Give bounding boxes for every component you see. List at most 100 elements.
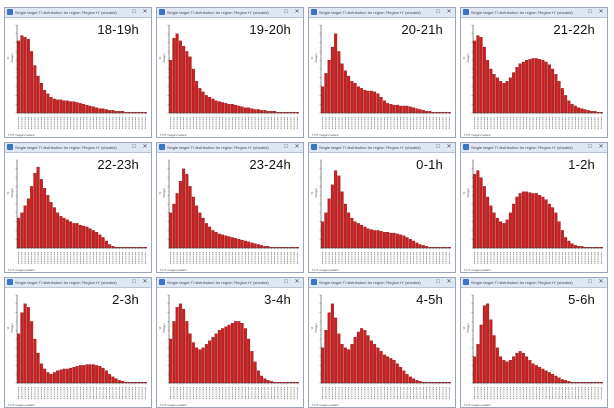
chart-window[interactable]: Single target TI distribution for region… <box>4 142 152 273</box>
histogram-bar <box>408 106 412 114</box>
x-axis-caption: TI-TI images pattern <box>312 133 340 137</box>
histogram-bar <box>88 105 92 114</box>
close-icon[interactable]: ✕ <box>142 9 148 15</box>
window-titlebar[interactable]: Single target TI distribution for region… <box>309 278 455 288</box>
histogram-bar <box>30 51 34 114</box>
histogram-bar <box>36 352 40 384</box>
window-titlebar[interactable]: Single target TI distribution for region… <box>309 8 455 18</box>
histogram-bar <box>224 326 228 384</box>
maximize-icon[interactable]: □ <box>436 9 440 15</box>
chart-window[interactable]: Single target TI distribution for region… <box>308 7 456 138</box>
histogram-bar <box>473 173 477 249</box>
histogram-bar <box>82 104 86 114</box>
histogram-bar <box>198 349 202 384</box>
histogram-bar <box>237 105 241 114</box>
chart-window[interactable]: Single target TI distribution for region… <box>308 142 456 273</box>
plot-axes <box>320 295 451 384</box>
chart-title: 19-20h <box>249 22 291 37</box>
close-icon[interactable]: ✕ <box>598 279 604 285</box>
window-titlebar[interactable]: Single target TI distribution for region… <box>157 143 303 153</box>
close-icon[interactable]: ✕ <box>598 144 604 150</box>
maximize-icon[interactable]: □ <box>436 279 440 285</box>
histogram-bar <box>172 321 176 384</box>
close-icon[interactable]: ✕ <box>446 144 452 150</box>
histogram-bar <box>65 368 69 384</box>
histogram-bar <box>72 101 76 114</box>
histogram-bar <box>201 347 205 384</box>
histogram-bar <box>376 93 380 114</box>
histogram-bar <box>88 228 92 249</box>
window-titlebar[interactable]: Single target TI distribution for region… <box>461 8 607 18</box>
histogram-bar <box>479 37 483 114</box>
histogram-bar <box>88 364 92 384</box>
maximize-icon[interactable]: □ <box>284 144 288 150</box>
histogram-bar <box>17 333 21 384</box>
maximize-icon[interactable]: □ <box>588 9 592 15</box>
maximize-icon[interactable]: □ <box>588 144 592 150</box>
histogram-bar <box>512 203 516 249</box>
histogram-bar <box>551 68 555 114</box>
histogram-bar <box>247 107 251 114</box>
chart-window[interactable]: Single target TI distribution for region… <box>156 142 304 273</box>
maximize-icon[interactable]: □ <box>132 279 136 285</box>
histogram-bar <box>538 195 542 249</box>
histogram-bar <box>185 321 189 384</box>
histogram-bar <box>573 105 577 114</box>
window-icon <box>463 144 469 150</box>
close-icon[interactable]: ✕ <box>294 279 300 285</box>
chart-window[interactable]: Single target TI distribution for region… <box>460 142 608 273</box>
chart-window[interactable]: Single target TI distribution for region… <box>308 277 456 408</box>
maximize-icon[interactable]: □ <box>436 144 440 150</box>
chart-window[interactable]: Single target TI distribution for region… <box>156 7 304 138</box>
close-icon[interactable]: ✕ <box>294 144 300 150</box>
histogram-bar <box>72 367 76 384</box>
histogram-bar <box>250 351 254 384</box>
window-title: Single target TI distribution for region… <box>319 145 421 150</box>
maximize-icon[interactable]: □ <box>588 279 592 285</box>
histogram-bar <box>191 342 195 384</box>
chart-window[interactable]: Single target TI distribution for region… <box>460 277 608 408</box>
window-titlebar[interactable]: Single target TI distribution for region… <box>5 143 151 153</box>
chart-window[interactable]: Single target TI distribution for region… <box>156 277 304 408</box>
maximize-icon[interactable]: □ <box>132 144 136 150</box>
close-icon[interactable]: ✕ <box>598 9 604 15</box>
chart-title: 22-23h <box>97 157 139 172</box>
maximize-icon[interactable]: □ <box>284 9 288 15</box>
histogram-bar <box>476 35 480 114</box>
histogram-bar <box>178 40 182 114</box>
chart-window[interactable]: Single target TI distribution for region… <box>4 7 152 138</box>
window-titlebar[interactable]: Single target TI distribution for region… <box>5 278 151 288</box>
window-titlebar[interactable]: Single target TI distribution for region… <box>309 143 455 153</box>
histogram-bar <box>557 81 561 114</box>
window-titlebar[interactable]: Single target TI distribution for region… <box>461 143 607 153</box>
histogram-bar <box>573 245 577 249</box>
histogram-bar <box>373 344 377 384</box>
close-icon[interactable]: ✕ <box>142 279 148 285</box>
histogram-bar <box>178 303 182 384</box>
histogram-bar <box>392 359 396 384</box>
histogram-bar <box>69 367 73 384</box>
histogram-bar <box>23 37 27 114</box>
histogram-bar <box>405 237 409 249</box>
histogram-bar <box>366 228 370 249</box>
chart-window[interactable]: Single target TI distribution for region… <box>4 277 152 408</box>
maximize-icon[interactable]: □ <box>132 9 136 15</box>
maximize-icon[interactable]: □ <box>284 279 288 285</box>
close-icon[interactable]: ✕ <box>294 9 300 15</box>
histogram-bar <box>253 243 257 249</box>
histogram-bar <box>386 103 390 114</box>
close-icon[interactable]: ✕ <box>142 144 148 150</box>
window-titlebar[interactable]: Single target TI distribution for region… <box>5 8 151 18</box>
window-titlebar[interactable]: Single target TI distribution for region… <box>157 8 303 18</box>
window-titlebar[interactable]: Single target TI distribution for region… <box>461 278 607 288</box>
histogram-bar <box>104 240 108 249</box>
histogram-bar <box>379 97 383 114</box>
histogram-bar <box>412 240 416 249</box>
close-icon[interactable]: ✕ <box>446 9 452 15</box>
window-titlebar[interactable]: Single target TI distribution for region… <box>157 278 303 288</box>
histogram-bar <box>482 305 486 384</box>
close-icon[interactable]: ✕ <box>446 279 452 285</box>
plot-axes <box>320 25 451 114</box>
histogram-bar <box>369 340 373 384</box>
chart-window[interactable]: Single target TI distribution for region… <box>460 7 608 138</box>
